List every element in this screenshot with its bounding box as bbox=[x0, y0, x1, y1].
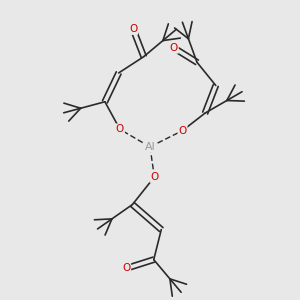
Text: O: O bbox=[129, 24, 137, 34]
Text: O: O bbox=[178, 126, 187, 136]
Text: O: O bbox=[116, 124, 124, 134]
Text: O: O bbox=[122, 263, 130, 273]
Text: Al: Al bbox=[145, 142, 155, 152]
Text: O: O bbox=[170, 43, 178, 53]
Text: O: O bbox=[150, 172, 158, 182]
